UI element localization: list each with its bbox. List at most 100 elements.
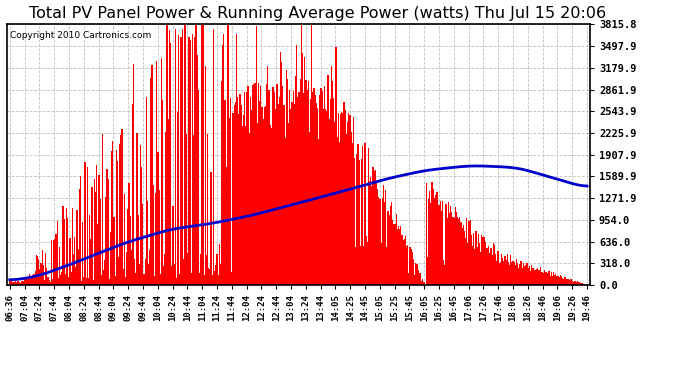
Bar: [404, 239, 405, 285]
Bar: [347, 122, 348, 285]
Bar: [169, 30, 170, 285]
Bar: [562, 278, 564, 285]
Bar: [549, 276, 551, 285]
Bar: [384, 202, 385, 285]
Bar: [273, 87, 274, 285]
Bar: [120, 135, 121, 285]
Bar: [179, 274, 181, 285]
Bar: [582, 283, 583, 285]
Bar: [163, 266, 164, 285]
Bar: [368, 148, 369, 285]
Bar: [150, 78, 152, 285]
Bar: [59, 247, 60, 285]
Bar: [65, 274, 66, 285]
Bar: [326, 111, 327, 285]
Bar: [487, 248, 489, 285]
Bar: [259, 101, 260, 285]
Bar: [351, 132, 352, 285]
Bar: [117, 161, 118, 285]
Bar: [181, 29, 183, 285]
Bar: [239, 94, 241, 285]
Bar: [376, 182, 377, 285]
Bar: [409, 248, 411, 285]
Bar: [104, 260, 106, 285]
Bar: [524, 266, 525, 285]
Bar: [185, 22, 186, 285]
Bar: [315, 95, 316, 285]
Bar: [142, 204, 144, 285]
Bar: [465, 238, 466, 285]
Bar: [540, 267, 542, 285]
Bar: [156, 61, 157, 285]
Bar: [19, 282, 20, 285]
Bar: [17, 281, 19, 285]
Bar: [28, 277, 29, 285]
Bar: [556, 276, 558, 285]
Bar: [357, 144, 359, 285]
Bar: [388, 215, 390, 285]
Bar: [212, 275, 213, 285]
Bar: [311, 19, 313, 285]
Bar: [433, 189, 434, 285]
Bar: [144, 259, 146, 285]
Bar: [472, 246, 473, 285]
Bar: [55, 234, 57, 285]
Bar: [313, 88, 315, 285]
Bar: [386, 247, 388, 285]
Bar: [346, 134, 347, 285]
Bar: [176, 278, 177, 285]
Bar: [26, 279, 27, 285]
Bar: [325, 109, 326, 285]
Bar: [431, 182, 433, 285]
Bar: [397, 230, 398, 285]
Bar: [566, 279, 568, 285]
Bar: [155, 192, 156, 285]
Bar: [264, 106, 265, 285]
Bar: [412, 252, 413, 285]
Bar: [243, 115, 244, 285]
Bar: [177, 112, 178, 285]
Bar: [542, 273, 544, 285]
Bar: [434, 198, 435, 285]
Bar: [22, 281, 23, 285]
Bar: [400, 226, 402, 285]
Bar: [236, 34, 237, 285]
Bar: [473, 232, 474, 285]
Bar: [462, 225, 464, 285]
Bar: [308, 81, 309, 285]
Bar: [380, 243, 382, 285]
Bar: [444, 266, 446, 285]
Bar: [226, 24, 228, 285]
Bar: [299, 80, 301, 285]
Bar: [279, 97, 280, 285]
Bar: [506, 254, 508, 285]
Bar: [438, 205, 440, 285]
Bar: [298, 92, 299, 285]
Bar: [479, 243, 480, 285]
Bar: [354, 158, 355, 285]
Bar: [547, 273, 549, 285]
Bar: [558, 276, 559, 285]
Bar: [190, 273, 192, 285]
Bar: [62, 206, 63, 285]
Bar: [429, 191, 431, 285]
Bar: [553, 272, 554, 285]
Bar: [484, 237, 485, 285]
Bar: [97, 224, 99, 285]
Bar: [335, 47, 337, 285]
Bar: [188, 37, 190, 285]
Bar: [44, 279, 45, 285]
Bar: [408, 273, 410, 285]
Bar: [72, 254, 74, 285]
Bar: [448, 213, 450, 285]
Bar: [486, 248, 487, 285]
Bar: [475, 231, 477, 285]
Bar: [187, 252, 188, 285]
Bar: [241, 126, 243, 285]
Bar: [459, 217, 460, 285]
Bar: [228, 19, 229, 285]
Bar: [140, 145, 141, 285]
Bar: [21, 281, 22, 285]
Bar: [199, 273, 200, 285]
Bar: [267, 66, 268, 285]
